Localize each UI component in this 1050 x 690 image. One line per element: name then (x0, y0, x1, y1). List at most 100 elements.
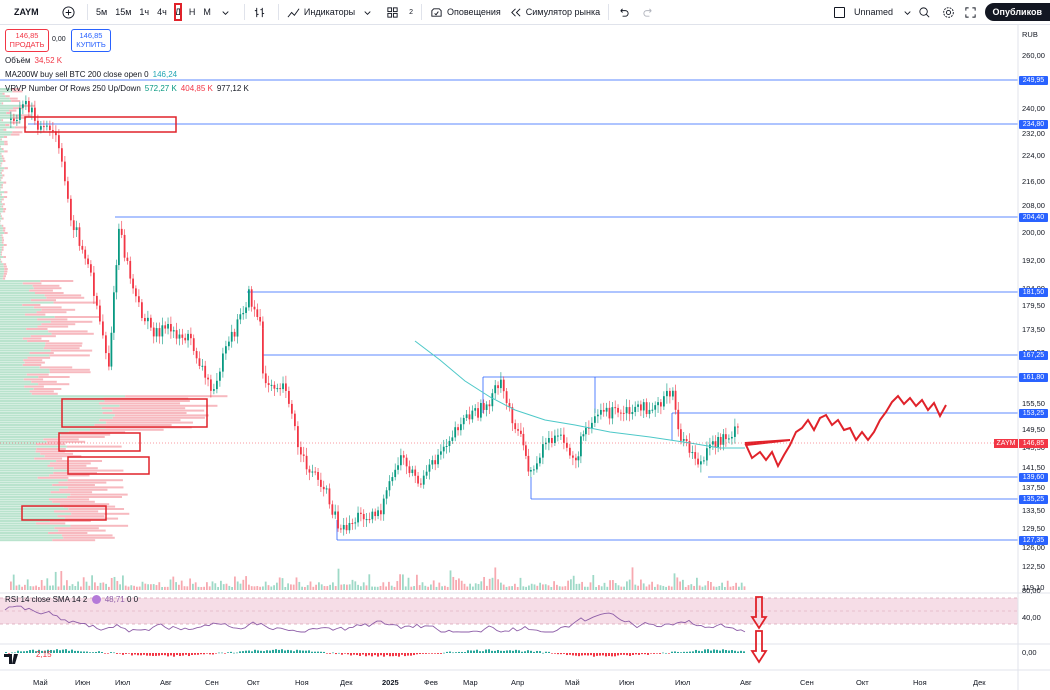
macd-bar (164, 653, 166, 656)
compare-button[interactable] (58, 0, 83, 24)
candle-body (248, 289, 250, 308)
volume-bar (600, 586, 603, 590)
macd-bar (602, 653, 604, 656)
vrvp-down-bar (31, 392, 58, 395)
rsi-legend-extra: 0 0 (127, 595, 139, 604)
buy-button[interactable]: 146,85 КУПИТЬ (71, 29, 111, 52)
vrvp-down-bar (19, 104, 36, 107)
rsi-settings-icon[interactable] (91, 595, 101, 605)
volume-bar (225, 583, 228, 590)
down-arrow-rsi[interactable] (750, 596, 768, 630)
macd-bar (593, 653, 595, 657)
volume-bar (696, 577, 698, 590)
candle-body (374, 511, 377, 517)
interval-4h[interactable]: 4ч (157, 7, 167, 17)
vrvp-down-bar (1, 248, 4, 251)
interval-15m[interactable]: 15м (115, 7, 132, 17)
volume-bar (519, 577, 522, 590)
interval-5m[interactable]: 5м (96, 7, 108, 17)
chart-type-button[interactable] (249, 0, 274, 24)
volume-bar (407, 577, 410, 590)
rsi-legend[interactable]: RSI 14 close SMA 14 2 48,71 0 0 (5, 595, 139, 605)
time-axis-label: Авг (160, 678, 172, 687)
macd-bar (713, 649, 715, 653)
vrvp-down-bar (114, 414, 209, 417)
candle-body (425, 471, 428, 476)
undo-button[interactable] (613, 0, 638, 24)
macd-bar (281, 649, 283, 653)
vrvp-down-bar (10, 121, 20, 124)
symbol-search[interactable]: ZAYM (14, 7, 39, 17)
vrvp-down-bar (53, 301, 98, 304)
sell-button[interactable]: 146,85 ПРОДАТЬ (5, 29, 49, 52)
volume-bar (698, 585, 701, 590)
vrvp-up-bar (0, 148, 2, 150)
volume-bar (32, 586, 35, 590)
settings-button[interactable] (938, 0, 963, 24)
candle-body (602, 409, 605, 412)
candle-body (569, 447, 571, 456)
templates-button[interactable]: 2 (382, 0, 417, 24)
vrvp-up-bar (0, 522, 36, 525)
candle-body (600, 409, 602, 415)
vrvp-down-bar (50, 491, 93, 494)
volume-bar (54, 571, 57, 590)
volume-bar (18, 584, 21, 590)
level-price-label: 153,25 (1019, 408, 1048, 418)
price-axis-label: 133,50 (1022, 506, 1045, 515)
candle-body (105, 335, 107, 354)
search-button[interactable] (914, 0, 939, 24)
macd-bar (551, 653, 553, 654)
fullscreen-button[interactable] (960, 0, 985, 24)
interval-1h[interactable]: 1ч (139, 7, 150, 17)
layout-checkbox[interactable] (834, 6, 845, 18)
macd-bar (596, 653, 598, 656)
volume-bar (721, 582, 723, 590)
volume-bar (127, 586, 130, 590)
down-arrow-macd[interactable] (750, 630, 768, 664)
macd-bar (725, 650, 727, 653)
vrvp-up-bar (0, 500, 53, 503)
layout-button[interactable]: Unnamed (830, 0, 922, 24)
interval-week[interactable]: Н (188, 7, 196, 17)
candle-body (642, 402, 645, 411)
macd-legend[interactable]: 2,15 (36, 650, 52, 659)
vrvp-up-bar (0, 479, 68, 482)
horizontal-levels[interactable] (0, 79, 1018, 541)
vrvp-down-bar (35, 450, 65, 453)
publish-button[interactable]: Опубликов (984, 3, 1050, 21)
candle-body (279, 388, 282, 390)
interval-dropdown[interactable] (215, 0, 240, 24)
vrvp-down-bar (24, 385, 44, 388)
volume-legend[interactable]: Объём 34,52 K (5, 56, 62, 65)
macd-bar (644, 653, 646, 655)
alerts-button[interactable]: Оповещения (426, 0, 505, 24)
candle-body (731, 436, 733, 439)
macd-bar (293, 651, 295, 653)
vrvp-down-bar (0, 164, 2, 167)
volume-bar (581, 581, 583, 590)
candle-body (697, 458, 699, 465)
interval-month[interactable]: М (203, 7, 211, 17)
interval-day[interactable]: Д (171, 0, 185, 24)
volume-bar (281, 578, 284, 590)
indicators-button[interactable]: Индикаторы (283, 0, 382, 24)
volume-zone-rectangles[interactable] (21, 116, 208, 521)
macd-bar (557, 653, 559, 655)
vrvp-down-bar (39, 366, 73, 369)
macd-bar (296, 649, 298, 653)
vrvp-down-bar (29, 289, 53, 292)
projection-path[interactable] (744, 394, 947, 469)
replay-button[interactable]: Симулятор рынка (505, 0, 604, 24)
vrvp-down-bar (33, 306, 62, 309)
macd-bar (335, 653, 337, 655)
ma-legend[interactable]: MA200W buy sell BTC 200 close open 0 146,… (5, 70, 177, 79)
vrvp-up-bar (0, 124, 6, 126)
alerts-label: Оповещения (447, 7, 501, 17)
redo-button[interactable] (638, 0, 663, 24)
macd-bar (344, 653, 346, 654)
volume-bar (326, 586, 329, 590)
volume-bar (491, 577, 494, 590)
